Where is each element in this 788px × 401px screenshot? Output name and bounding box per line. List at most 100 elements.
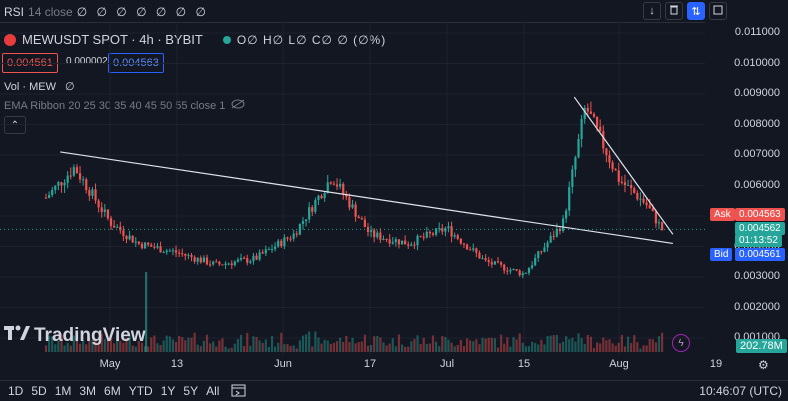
candle-body	[645, 202, 648, 206]
volume-bar	[354, 343, 357, 352]
price-tick-label: 0.010000	[734, 56, 780, 69]
candle-body	[212, 261, 215, 265]
range-button-6m[interactable]: 6M	[104, 384, 121, 398]
range-button-1y[interactable]: 1Y	[160, 384, 176, 398]
candle-body	[500, 262, 503, 265]
volume-bar	[351, 337, 354, 352]
candle-body	[648, 205, 651, 209]
delete-pane-button[interactable]	[665, 2, 683, 20]
price-axis[interactable]: 0.011000 0.010000 0.009000 0.008000 0.007000…	[705, 22, 788, 356]
gear-icon[interactable]: ⚙	[758, 358, 769, 372]
candle-body	[134, 241, 137, 243]
range-button-5d[interactable]: 5D	[31, 384, 47, 398]
candle-body	[400, 240, 404, 245]
range-button-1m[interactable]: 1M	[54, 384, 72, 398]
candle-body	[366, 227, 370, 232]
candle-body	[555, 228, 558, 237]
volume-bar	[267, 346, 271, 352]
range-button-ytd[interactable]: YTD	[128, 384, 153, 398]
volume-bar	[137, 341, 140, 352]
candle-body	[140, 243, 144, 249]
rsi-label: RSI	[4, 5, 25, 19]
volume-bar	[546, 336, 549, 352]
candle-body	[487, 260, 490, 263]
volume-bar	[85, 344, 88, 352]
volume-bar	[258, 340, 261, 352]
price-tick-label: 0.009000	[734, 87, 780, 99]
clock[interactable]: 10:46:07 (UTC)	[699, 384, 782, 398]
time-tick-label: 19	[709, 358, 723, 370]
volume-bar	[435, 341, 438, 352]
eye-hidden-icon[interactable]	[231, 99, 245, 112]
swap-pane-button[interactable]: ⇅	[687, 2, 705, 20]
candle-body	[394, 239, 397, 243]
volume-legend: Vol · MEW ∅	[4, 80, 75, 93]
volume-bar	[323, 339, 326, 352]
candle-body	[218, 261, 221, 265]
trendline	[573, 96, 674, 235]
volume-bar	[304, 334, 308, 352]
volume-bar	[128, 335, 131, 352]
volume-bar	[224, 346, 227, 352]
candle-body	[450, 226, 453, 237]
candle-body	[512, 269, 515, 271]
range-button-5y[interactable]: 5Y	[183, 384, 199, 398]
date-range-icon[interactable]	[231, 383, 247, 400]
maximize-pane-button[interactable]	[709, 2, 727, 20]
volume-bar	[577, 333, 580, 352]
bid-label: Bid	[710, 248, 733, 261]
candle-body	[178, 252, 181, 254]
volume-bar	[506, 337, 509, 352]
candle-body	[317, 195, 320, 201]
candle-body	[537, 251, 540, 258]
range-button-1d[interactable]: 1D	[8, 384, 24, 398]
volume-bar	[537, 344, 540, 352]
time-tick-label: Jul	[439, 358, 455, 370]
candle-body	[339, 183, 342, 187]
volume-bar	[196, 344, 199, 352]
volume-bar	[332, 342, 336, 352]
volume-bar	[215, 346, 218, 352]
volume-bar	[184, 340, 187, 352]
volume-bar	[561, 341, 565, 352]
pane-divider	[0, 22, 705, 23]
volume-bar	[66, 342, 69, 352]
price-chart[interactable]	[0, 22, 705, 356]
candle-body	[116, 226, 119, 228]
candle-body	[264, 249, 267, 254]
volume-bar	[308, 331, 311, 352]
range-button-3m[interactable]: 3M	[79, 384, 97, 398]
candle-body	[419, 235, 422, 237]
volume-bar	[552, 335, 555, 352]
lightning-icon[interactable]: ϟ	[672, 334, 690, 352]
move-down-button[interactable]: ↓	[643, 2, 661, 20]
candle-body	[54, 185, 57, 190]
volume-value: ∅	[65, 81, 75, 93]
volume-bar	[462, 346, 466, 352]
candle-body	[82, 179, 85, 181]
symbol-title[interactable]: MEWUSDT SPOT · 4h · BYBIT	[22, 32, 203, 47]
volume-bar	[335, 341, 339, 352]
bar-countdown: 01:13:52	[735, 234, 782, 247]
candle-body	[407, 244, 410, 246]
time-tick-label: May	[99, 358, 121, 370]
candle-body	[224, 263, 227, 266]
volume-bar	[530, 341, 534, 352]
range-button-all[interactable]: All	[206, 384, 220, 398]
volume-bar	[168, 336, 171, 352]
volume-bar	[103, 339, 106, 352]
volume-bar	[255, 337, 258, 352]
volume-bar	[509, 346, 512, 352]
volume-bar	[289, 345, 292, 352]
volume-bar	[227, 348, 230, 352]
volume-bar	[657, 336, 661, 352]
candle-body	[558, 228, 562, 232]
volume-bar	[512, 337, 515, 352]
volume-bar	[311, 346, 314, 352]
candle-body	[283, 237, 286, 247]
volume-bar	[72, 335, 75, 352]
candle-body	[478, 252, 481, 259]
candle-body	[518, 270, 521, 276]
volume-bar	[221, 338, 224, 352]
volume-bar	[202, 340, 205, 352]
